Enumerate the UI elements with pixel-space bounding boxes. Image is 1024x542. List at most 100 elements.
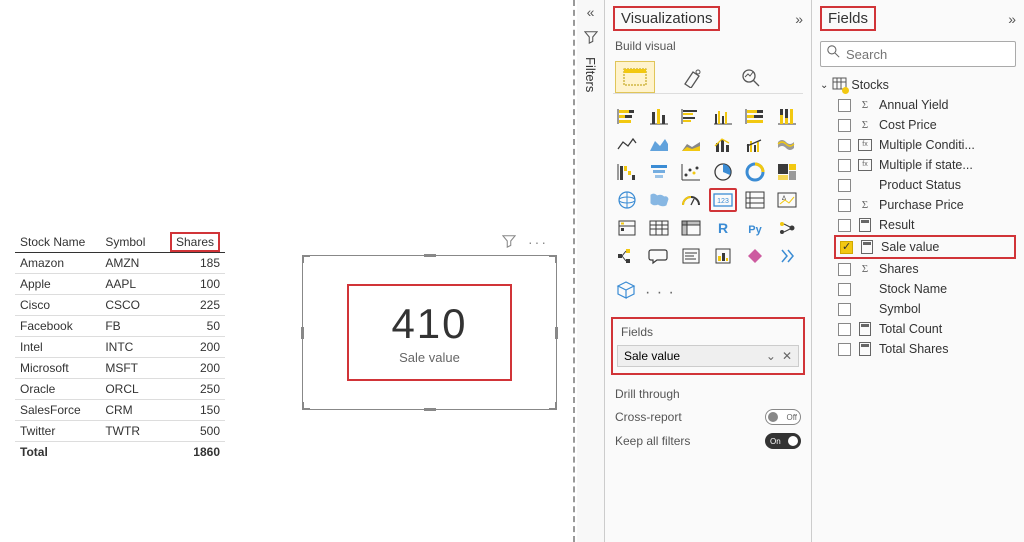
viz-type-icon[interactable]	[773, 132, 801, 156]
viz-type-icon[interactable]: Py	[741, 216, 769, 240]
table-header[interactable]: Stock Name	[15, 232, 100, 253]
viz-type-icon[interactable]	[677, 132, 705, 156]
field-well-item[interactable]: Sale value ⌄ ✕	[617, 345, 799, 367]
table-row[interactable]: OracleORCL250	[15, 379, 225, 400]
viz-type-icon[interactable]	[613, 104, 641, 128]
viz-type-icon[interactable]	[677, 188, 705, 212]
chevron-down-icon[interactable]: ⌄	[766, 349, 776, 363]
viz-type-card[interactable]: 123	[709, 188, 737, 212]
table-row[interactable]: SalesForceCRM150	[15, 400, 225, 421]
build-visual-label: Build visual	[605, 37, 811, 55]
checkbox[interactable]	[838, 99, 851, 112]
checkbox[interactable]	[838, 263, 851, 276]
field-item[interactable]: ΣShares	[820, 259, 1016, 279]
viz-type-icon[interactable]	[741, 104, 769, 128]
field-item[interactable]: fxMultiple if state...	[820, 155, 1016, 175]
viz-type-icon[interactable]	[613, 160, 641, 184]
checkbox[interactable]	[838, 303, 851, 316]
checkbox[interactable]	[838, 219, 851, 232]
viz-type-icon[interactable]: R	[709, 216, 737, 240]
table-header[interactable]: Shares	[157, 232, 225, 253]
tab-build-visual[interactable]	[615, 61, 655, 93]
viz-type-icon[interactable]	[773, 244, 801, 268]
search-input-wrapper[interactable]	[820, 41, 1016, 67]
viz-type-icon[interactable]	[645, 160, 673, 184]
tab-format-visual[interactable]	[673, 61, 713, 93]
table-row[interactable]: TwitterTWTR500	[15, 421, 225, 442]
table-row[interactable]: IntelINTC200	[15, 337, 225, 358]
viz-type-icon[interactable]	[709, 132, 737, 156]
checkbox[interactable]	[838, 323, 851, 336]
collapse-viz-icon[interactable]: »	[795, 11, 803, 27]
field-item[interactable]: Stock Name	[820, 279, 1016, 299]
viz-type-icon[interactable]	[677, 216, 705, 240]
keep-filters-toggle[interactable]: On	[765, 433, 801, 449]
viz-type-icon[interactable]	[709, 160, 737, 184]
viz-type-icon[interactable]	[613, 188, 641, 212]
field-item[interactable]: Sale value	[834, 235, 1016, 259]
viz-type-icon[interactable]	[613, 216, 641, 240]
card-visual[interactable]: ··· 410 Sale value	[302, 255, 557, 410]
viz-type-icon[interactable]	[741, 160, 769, 184]
viz-type-icon[interactable]	[645, 244, 673, 268]
expand-filters-icon[interactable]: «	[577, 0, 604, 24]
viz-type-icon[interactable]	[773, 160, 801, 184]
viz-type-icon[interactable]	[773, 216, 801, 240]
custom-visual-icon[interactable]	[615, 280, 637, 305]
field-item[interactable]: ΣAnnual Yield	[820, 95, 1016, 115]
remove-field-icon[interactable]: ✕	[782, 349, 792, 363]
field-label: Product Status	[879, 178, 961, 192]
table-row[interactable]: FacebookFB50	[15, 316, 225, 337]
checkbox[interactable]	[838, 343, 851, 356]
viz-type-icon[interactable]	[741, 132, 769, 156]
field-item[interactable]: ΣPurchase Price	[820, 195, 1016, 215]
drill-through-section: Drill through Cross-report Off Keep all …	[605, 379, 811, 461]
field-item[interactable]: Symbol	[820, 299, 1016, 319]
checkbox[interactable]	[840, 241, 853, 254]
viz-type-icon[interactable]	[645, 104, 673, 128]
checkbox[interactable]	[838, 283, 851, 296]
field-item[interactable]: ΣCost Price	[820, 115, 1016, 135]
checkbox[interactable]	[838, 199, 851, 212]
table-row[interactable]: MicrosoftMSFT200	[15, 358, 225, 379]
field-item[interactable]: Product Status	[820, 175, 1016, 195]
viz-type-icon[interactable]	[677, 104, 705, 128]
tab-analytics[interactable]	[731, 61, 771, 93]
table-header[interactable]: Symbol	[100, 232, 157, 253]
search-input[interactable]	[846, 47, 1009, 62]
table-row[interactable]: AmazonAMZN185	[15, 253, 225, 274]
checkbox[interactable]	[838, 119, 851, 132]
viz-type-icon[interactable]	[645, 132, 673, 156]
field-item[interactable]: Total Count	[820, 319, 1016, 339]
viz-type-icon[interactable]	[677, 244, 705, 268]
checkbox[interactable]	[838, 179, 851, 192]
svg-text:R: R	[718, 220, 728, 236]
report-canvas[interactable]: Stock NameSymbolShares AmazonAMZN185Appl…	[0, 0, 575, 542]
field-item[interactable]: Total Shares	[820, 339, 1016, 359]
collapse-fields-icon[interactable]: »	[1008, 11, 1016, 27]
viz-type-icon[interactable]	[741, 188, 769, 212]
more-icon[interactable]: ···	[528, 234, 548, 251]
viz-type-icon[interactable]	[645, 216, 673, 240]
checkbox[interactable]	[838, 159, 851, 172]
viz-type-icon[interactable]	[709, 244, 737, 268]
viz-type-icon[interactable]	[741, 244, 769, 268]
viz-type-icon[interactable]	[613, 132, 641, 156]
viz-type-icon[interactable]	[709, 104, 737, 128]
table-visual[interactable]: Stock NameSymbolShares AmazonAMZN185Appl…	[15, 232, 225, 462]
more-visuals-icon[interactable]: · · ·	[645, 284, 675, 302]
table-node-stocks[interactable]: ⌄ Stocks	[820, 75, 1016, 95]
field-item[interactable]: Result	[820, 215, 1016, 235]
viz-type-icon[interactable]	[613, 244, 641, 268]
viz-type-icon[interactable]	[677, 160, 705, 184]
filter-icon[interactable]	[502, 234, 516, 251]
viz-type-icon[interactable]	[645, 188, 673, 212]
table-row[interactable]: CiscoCSCO225	[15, 295, 225, 316]
table-row[interactable]: AppleAAPL100	[15, 274, 225, 295]
checkbox[interactable]	[838, 139, 851, 152]
fields-title: Fields	[820, 6, 876, 31]
field-item[interactable]: fxMultiple Conditi...	[820, 135, 1016, 155]
viz-type-icon[interactable]	[773, 104, 801, 128]
viz-type-icon[interactable]: Δ	[773, 188, 801, 212]
cross-report-toggle[interactable]: Off	[765, 409, 801, 425]
